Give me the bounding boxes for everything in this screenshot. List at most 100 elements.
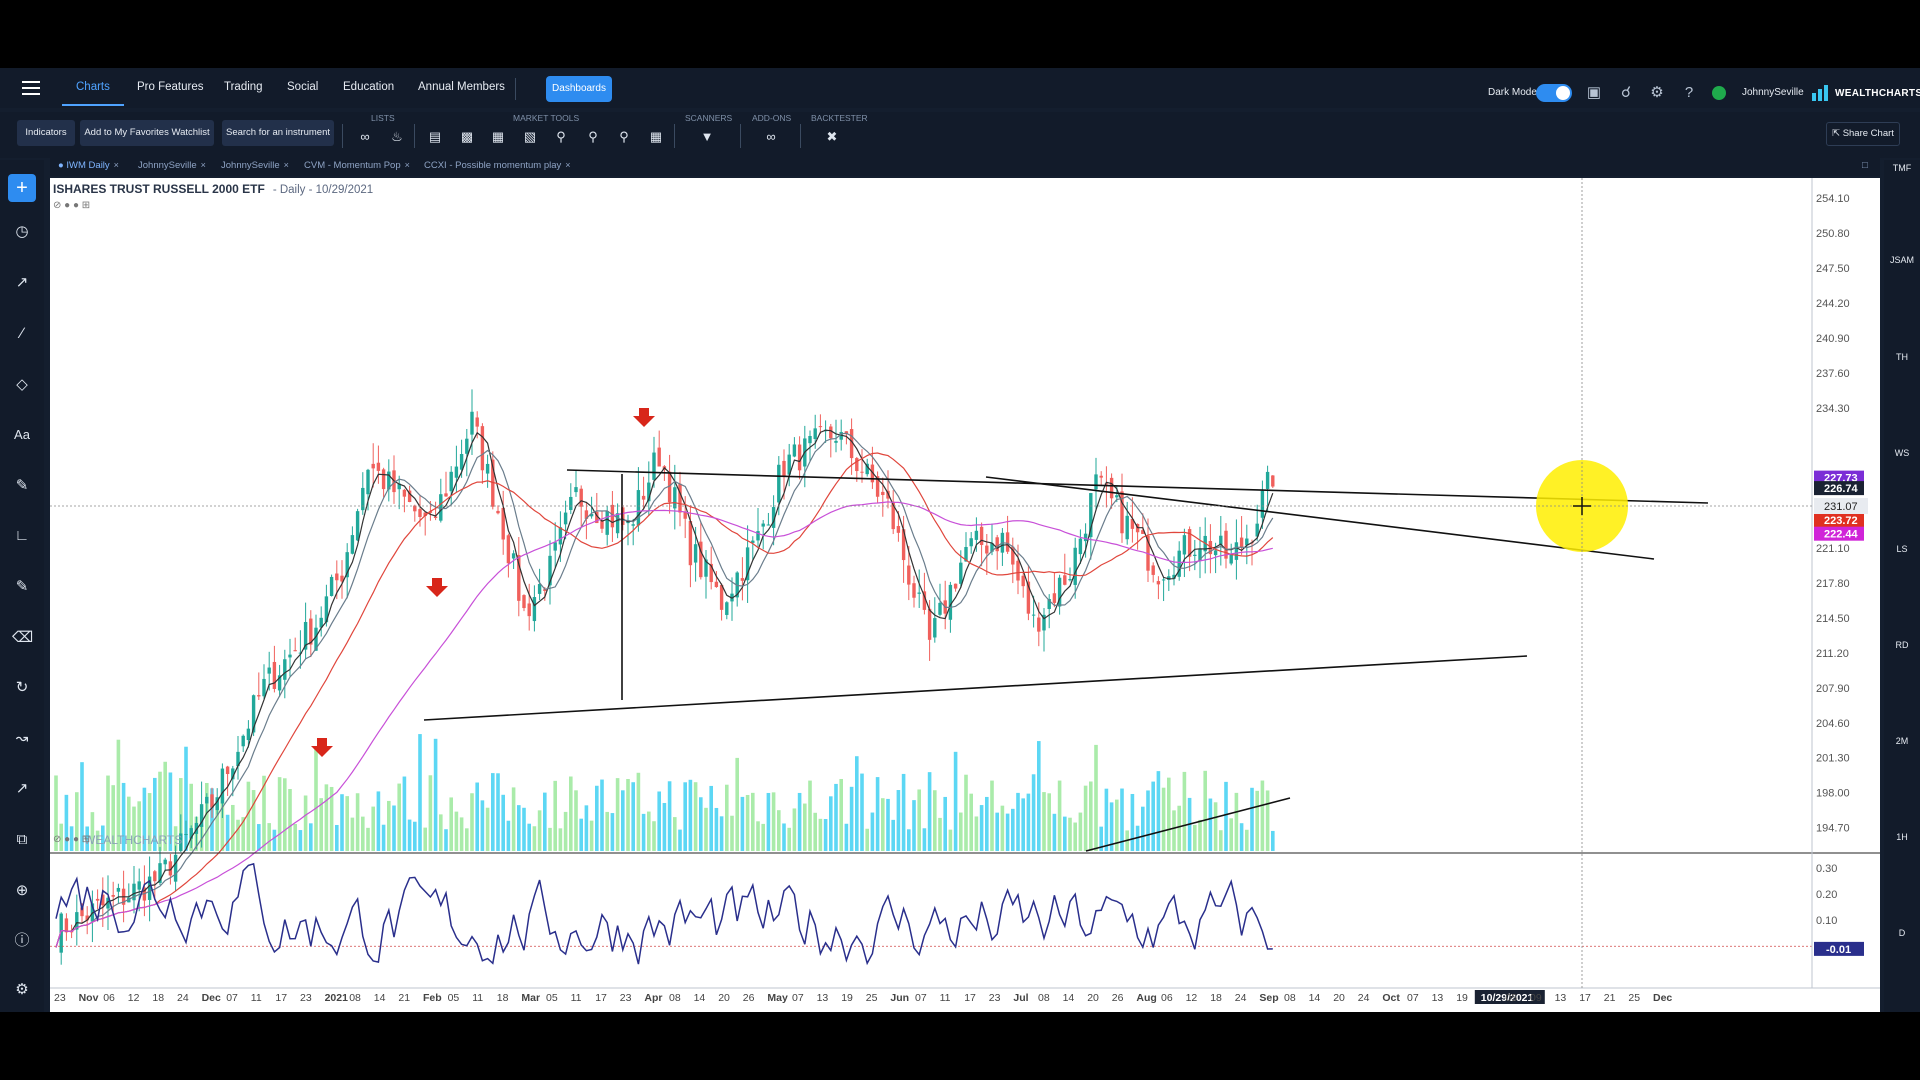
oscillator-pane-controls[interactable]: ⊘ ● ● ⊞ (53, 834, 91, 845)
save-icon[interactable]: ▣ (1586, 84, 1602, 101)
backtester-icon[interactable]: ✖ (826, 129, 838, 144)
candle-body (652, 452, 656, 480)
timeframe-rd[interactable]: RD (1895, 640, 1909, 650)
shapes-icon[interactable]: ◇ (16, 376, 28, 393)
time-tick-label: May (767, 992, 788, 1004)
candle-body (953, 583, 958, 589)
alert-bell-icon[interactable]: ⚲ (588, 129, 598, 144)
info-icon[interactable]: ⓘ (14, 932, 30, 949)
bar-chart-icon[interactable]: ▩ (460, 129, 474, 144)
text-tool-icon[interactable]: Aa (14, 427, 30, 442)
nav-pro-features[interactable]: Pro Features (137, 81, 204, 93)
volume-bar (491, 773, 495, 851)
close-icon[interactable]: × (565, 160, 571, 170)
ruler-icon[interactable]: ✎ (15, 578, 29, 595)
dark-mode-toggle[interactable] (1536, 84, 1572, 102)
close-icon[interactable]: × (283, 160, 289, 170)
app-window: Charts Pro Features Trading Social Educa… (0, 68, 1920, 1012)
nav-trading[interactable]: Trading (224, 81, 263, 93)
maximize-icon[interactable]: □ (1862, 160, 1868, 171)
volume-bar (1073, 822, 1077, 851)
chart-panel[interactable]: 254.10 250.80 247.50 244.20 240.90 237.60 234.… (50, 178, 1880, 1012)
clock-icon[interactable]: ◷ (15, 223, 29, 240)
volume-bar (1021, 798, 1025, 851)
volume-bar (413, 821, 417, 851)
timeframe-tmf[interactable]: TMF (1892, 163, 1912, 173)
close-icon[interactable]: × (113, 160, 119, 170)
candle-body (1177, 550, 1181, 577)
tab-johnnyseville-2[interactable]: JohnnySeville × (221, 160, 289, 171)
volume-bar (813, 812, 817, 851)
add-favorites-button[interactable]: Add to My Favorites Watchlist (80, 120, 214, 146)
price-chart[interactable]: 254.10 250.80 247.50 244.20 240.90 237.60 234.… (50, 178, 1880, 1012)
alert-bell-icon[interactable]: ⚲ (619, 129, 629, 144)
main-pane-controls[interactable]: ⊘ ● ● ⊞ (53, 200, 91, 211)
drawing-tools-sidebar: + ◷ ↗ ∕ ◇ Aa ✎ ∟ ✎ ⌫ ↻ ↝ ↗ ⧉ ⊕ ⓘ ⚙ (0, 160, 44, 1012)
volume-bar (1068, 817, 1072, 851)
tab-ccxi-momentum-play[interactable]: CCXI - Possible momentum play × (424, 160, 571, 171)
chart-nodes-icon[interactable]: ↗ (15, 780, 29, 797)
grid-icon[interactable]: ▦ (649, 129, 663, 144)
candle-body (314, 627, 318, 651)
refresh-icon[interactable]: ↻ (15, 679, 29, 696)
nav-annual-members[interactable]: Annual Members (418, 81, 505, 93)
candle-body (1208, 540, 1213, 555)
nav-charts[interactable]: Charts (76, 81, 110, 93)
time-tick-label: 21 (398, 992, 410, 1004)
layers-icon[interactable]: ⧉ (16, 831, 28, 848)
search-instrument-button[interactable]: Search for an instrument (222, 120, 334, 146)
candle-body (132, 883, 136, 901)
pencil-icon[interactable]: ✎ (15, 477, 29, 494)
bell-icon[interactable]: ☌ (1620, 84, 1632, 101)
angle-icon[interactable]: ∟ (14, 527, 30, 544)
candle-body (511, 553, 516, 559)
chart-line-icon[interactable]: ↝ (15, 730, 29, 747)
timeframe-th[interactable]: TH (1896, 352, 1908, 362)
red-down-arrow-down (426, 578, 448, 597)
candle-body (1260, 490, 1265, 518)
hamburger-menu-icon[interactable] (22, 81, 40, 95)
close-icon[interactable]: × (200, 160, 206, 170)
add-icon[interactable]: + (8, 174, 36, 202)
dashboards-button[interactable]: Dashboards (546, 76, 612, 102)
nav-social[interactable]: Social (287, 81, 319, 93)
calendar-icon[interactable]: ▦ (491, 129, 505, 144)
timeframe-ws[interactable]: WS (1894, 448, 1910, 458)
share-chart-button[interactable]: ⇱ Share Chart (1826, 122, 1900, 146)
volume-bar (615, 778, 620, 851)
candle-body (969, 538, 973, 547)
news-icon[interactable]: ▤ (428, 129, 442, 144)
gear-icon[interactable]: ⚙ (1650, 84, 1664, 101)
user-name[interactable]: JohnnySeville (1742, 87, 1804, 98)
filter-icon[interactable]: ▼ (700, 129, 714, 144)
close-icon[interactable]: × (404, 160, 410, 170)
timeframe-1h[interactable]: 1H (1896, 832, 1908, 842)
target-icon[interactable]: ⊕ (15, 882, 29, 899)
price-tick-label: 217.80 (1816, 578, 1850, 590)
timeframe-2m[interactable]: 2M (1895, 736, 1909, 746)
volume-bars (54, 734, 1275, 851)
flame-icon[interactable]: ♨ (391, 129, 403, 144)
line-tool-icon[interactable]: ∕ (20, 325, 24, 342)
tab-johnnyseville[interactable]: JohnnySeville × (138, 160, 206, 171)
candle-body (407, 490, 412, 502)
candle-body (324, 596, 329, 623)
trash-icon[interactable]: ⌫ (12, 629, 34, 646)
volume-bar (959, 812, 963, 851)
candle-body (95, 898, 100, 901)
link-icon[interactable]: ∞ (766, 129, 776, 144)
trend-icon[interactable]: ↗ (15, 274, 29, 291)
timeframe-d[interactable]: D (1898, 928, 1906, 938)
settings-icon[interactable]: ⚙ (15, 981, 29, 998)
calculator-icon[interactable]: ▧ (523, 129, 537, 144)
nav-education[interactable]: Education (343, 81, 395, 93)
glasses-icon[interactable]: ∞ (360, 129, 370, 144)
tab-iwm-daily[interactable]: ● IWM Daily × (58, 160, 119, 171)
indicators-button[interactable]: Indicators (17, 120, 75, 146)
tab-cvm-momentum-pop[interactable]: CVM - Momentum Pop × (304, 160, 410, 171)
timeframe-jsam[interactable]: JSAM (1889, 255, 1914, 265)
candle-body (537, 583, 542, 594)
timeframe-ls[interactable]: LS (1896, 544, 1908, 554)
help-icon[interactable]: ? (1684, 84, 1694, 101)
alert-bell-icon[interactable]: ⚲ (556, 129, 566, 144)
